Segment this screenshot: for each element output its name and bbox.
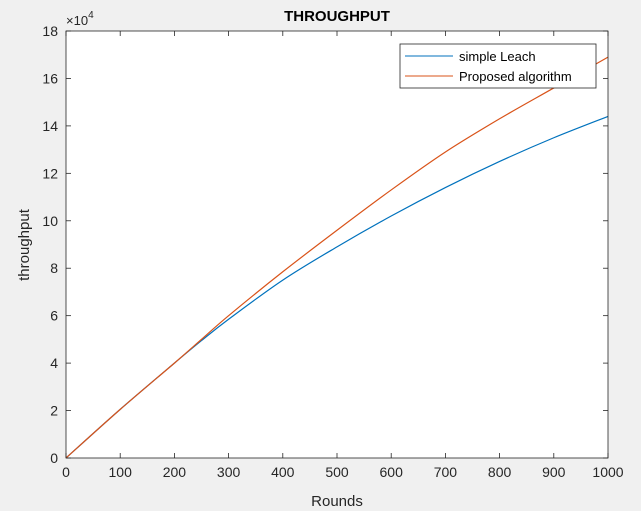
y-tick-label: 8 (50, 260, 58, 276)
x-tick-label: 700 (434, 464, 458, 480)
plot-area (66, 31, 608, 458)
chart-title: THROUGHPUT (284, 8, 390, 25)
x-axis-label: Rounds (311, 493, 363, 510)
x-tick-label: 500 (325, 464, 349, 480)
x-tick-label: 1000 (592, 464, 623, 480)
y-tick-label: 14 (42, 118, 58, 134)
x-tick-label: 300 (217, 464, 241, 480)
y-tick-label: 10 (42, 213, 58, 229)
x-tick-label: 100 (109, 464, 133, 480)
y-tick-label: 12 (42, 165, 58, 181)
x-tick-label: 900 (542, 464, 566, 480)
y-tick-label: 4 (50, 355, 58, 371)
y-tick-label: 0 (50, 450, 58, 466)
y-tick-label: 6 (50, 308, 58, 324)
y-tick-label: 18 (42, 23, 58, 39)
legend-label-simple-leach: simple Leach (459, 49, 536, 64)
x-tick-label: 600 (380, 464, 404, 480)
y-tick-label: 16 (42, 70, 58, 86)
x-tick-label: 400 (271, 464, 295, 480)
x-tick-label: 0 (62, 464, 70, 480)
x-tick-label: 800 (488, 464, 512, 480)
legend: simple Leach Proposed algorithm (400, 44, 596, 88)
y-axis-label: throughput (16, 208, 33, 281)
y-tick-label: 2 (50, 403, 58, 419)
legend-label-proposed-algorithm: Proposed algorithm (459, 69, 572, 84)
x-tick-label: 200 (163, 464, 187, 480)
y-exponent-label: ×104 (66, 10, 94, 28)
